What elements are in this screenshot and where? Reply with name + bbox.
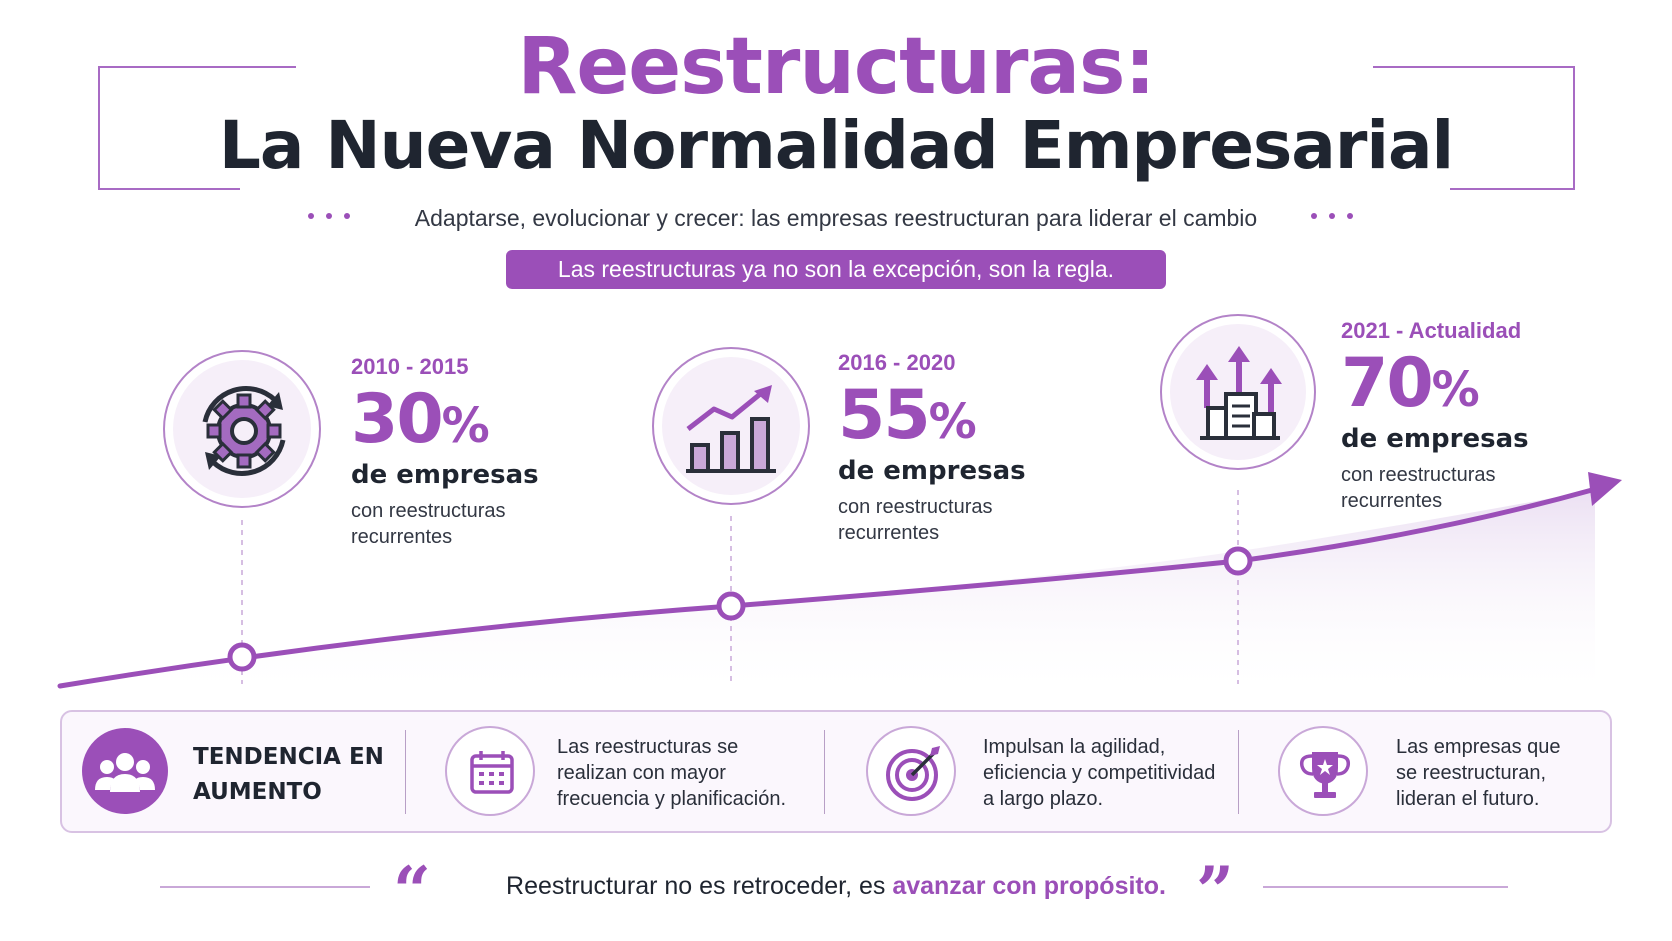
milestone-2-unit: de empresas xyxy=(838,456,1026,486)
feature-3-text: Las empresas que se reestructuran, lider… xyxy=(1396,736,1561,810)
closing-quote: Reestructurar no es retroceder, es avanz… xyxy=(506,872,1166,900)
feature-2-icon-circle xyxy=(866,726,956,816)
milestone-3-period: 2021 - Actualidad xyxy=(1341,318,1522,343)
quote-open-mark: “ xyxy=(393,852,431,930)
trend-arrowhead xyxy=(1588,472,1622,506)
milestone-3-icon-circle xyxy=(1160,314,1316,470)
milestone-1: 2010 - 2015 30% de empresas con reestruc… xyxy=(351,354,551,550)
milestone-2-value: 55% xyxy=(838,376,977,455)
milestone-2-desc: con reestructuras recurrentes xyxy=(838,496,993,544)
title-frame-right-side xyxy=(1573,66,1575,190)
panel-separator-2 xyxy=(824,730,825,814)
growth-chart-icon xyxy=(686,385,776,473)
milestone-3-unit: de empresas xyxy=(1341,424,1529,454)
people-group-icon xyxy=(95,753,155,792)
milestone-1-desc: con reestructuras recurrentes xyxy=(351,500,506,548)
panel-separator-1 xyxy=(405,730,406,814)
milestone-1-value: 30% xyxy=(351,380,490,459)
trophy-icon xyxy=(1299,752,1351,798)
trend-area xyxy=(60,490,1595,700)
milestone-1-icon-circle xyxy=(163,350,321,508)
calendar-icon xyxy=(470,751,514,794)
title-frame-left-bottom xyxy=(98,188,240,190)
feature-2-text: Impulsan la agilidad, eficiencia y compe… xyxy=(983,736,1216,810)
feature-1-icon-circle xyxy=(445,726,535,816)
title-frame-left-side xyxy=(98,66,100,190)
panel-separator-3 xyxy=(1238,730,1239,814)
subtitle-dots-right xyxy=(1311,213,1353,219)
title-frame-left-top xyxy=(98,66,296,68)
milestone-1-unit: de empresas xyxy=(351,460,539,490)
quote-line-left xyxy=(160,886,370,888)
feature-1-text: Las reestructuras se realizan con mayor … xyxy=(557,736,787,810)
subtitle-text: Adaptarse, evolucionar y crecer: las emp… xyxy=(414,205,1258,231)
title-frame-right-bottom xyxy=(1450,188,1575,190)
milestone-3-value: 70% xyxy=(1341,344,1480,423)
milestone-2-icon-circle xyxy=(652,347,810,505)
milestone-3-desc: con reestructuras recurrentes xyxy=(1341,464,1496,512)
milestone-2: 2016 - 2020 55% de empresas con reestruc… xyxy=(838,350,1038,546)
target-icon xyxy=(886,746,940,801)
trend-label: TENDENCIA EN AUMENTO xyxy=(193,744,384,805)
title-frame-right-top xyxy=(1373,66,1575,68)
subtitle-dots-left xyxy=(308,213,350,219)
gear-cycle-icon xyxy=(202,386,286,476)
building-arrows-icon xyxy=(1196,346,1282,440)
quote-close-mark: ” xyxy=(1196,852,1234,930)
highlight-banner: Las reestructuras ya no son la excepción… xyxy=(506,250,1166,289)
milestone-3-marker xyxy=(1223,546,1253,576)
page-subtitle-title: La Nueva Normalidad Empresarial xyxy=(218,107,1454,184)
milestone-1-period: 2010 - 2015 xyxy=(351,354,469,379)
page-title: Reestructuras: xyxy=(517,22,1155,112)
quote-line-right xyxy=(1263,886,1508,888)
milestone-3: 2021 - Actualidad 70% de empresas con re… xyxy=(1341,318,1541,514)
milestone-2-marker xyxy=(716,591,746,621)
trend-icon-circle xyxy=(82,728,168,814)
milestone-1-marker xyxy=(227,642,257,672)
feature-3-icon-circle xyxy=(1278,726,1368,816)
trend-line xyxy=(57,487,1595,689)
milestone-2-period: 2016 - 2020 xyxy=(838,350,956,375)
